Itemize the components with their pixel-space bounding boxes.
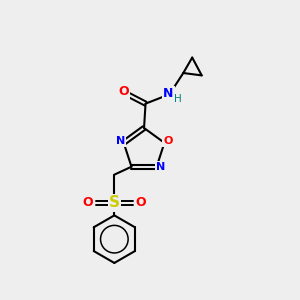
Text: N: N bbox=[156, 162, 165, 172]
Text: O: O bbox=[135, 196, 146, 209]
Text: S: S bbox=[109, 195, 120, 210]
Text: H: H bbox=[174, 94, 182, 104]
Text: N: N bbox=[116, 136, 125, 146]
Text: N: N bbox=[163, 87, 174, 100]
Text: O: O bbox=[83, 196, 94, 209]
Text: O: O bbox=[163, 136, 173, 146]
Text: O: O bbox=[118, 85, 129, 98]
